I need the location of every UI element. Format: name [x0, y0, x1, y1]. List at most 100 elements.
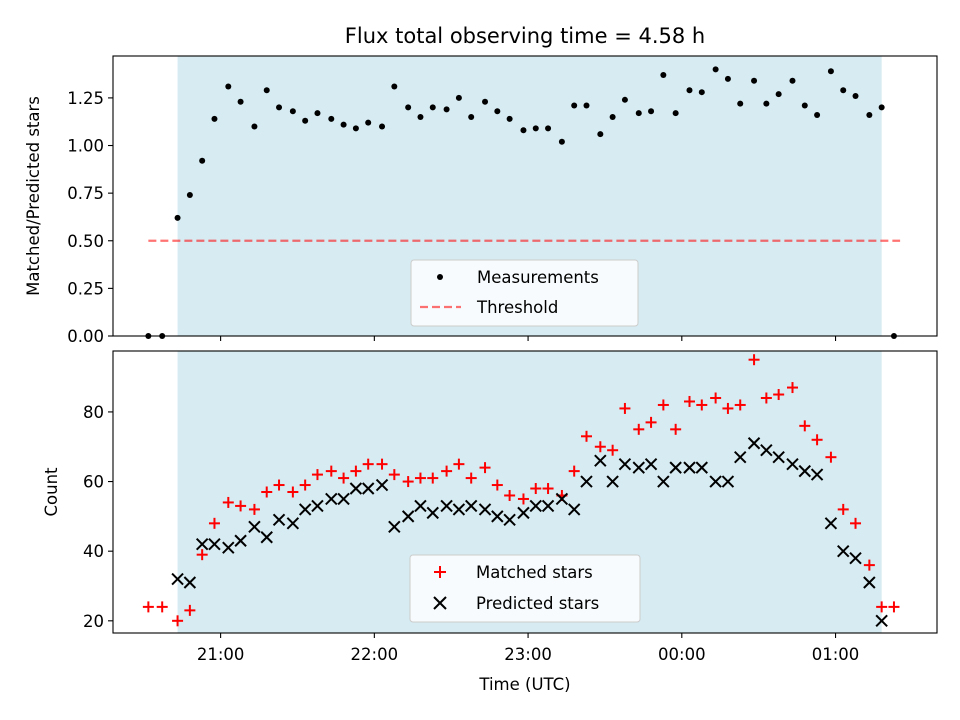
predicted-star-stroke-b [863, 576, 876, 589]
measurement-point [225, 83, 232, 90]
predicted-star-stroke-b [491, 510, 504, 523]
predicted-star-point [837, 544, 850, 558]
matched-star-point [388, 469, 400, 481]
predicted-star-point [594, 454, 607, 467]
matched-star-point [799, 420, 811, 432]
predicted-star-stroke-b [272, 513, 286, 527]
matched-star-point [517, 493, 529, 505]
predicted-star-point [222, 541, 235, 554]
predicted-star-stroke-b [286, 517, 300, 530]
predicted-star-point [375, 478, 389, 492]
predicted-star-point [337, 492, 350, 506]
measurement-point [866, 112, 873, 119]
predicted-star-stroke-b [760, 444, 773, 457]
predicted-star-point [644, 457, 658, 471]
measurement-point [571, 102, 578, 109]
matched-star-point [338, 472, 350, 484]
predicted-star-point [606, 475, 619, 488]
top-y-tick-label: 0.75 [67, 184, 104, 203]
measurement-point [468, 113, 475, 120]
predicted-legend-label: Predicted stars [476, 594, 599, 613]
matched-star-point [568, 465, 580, 477]
predicted-star-stroke-b [837, 544, 850, 558]
predicted-star-stroke-b [683, 461, 696, 474]
predicted-star-stroke-b [452, 503, 466, 516]
measurement-point [751, 77, 758, 84]
matched-star-point [311, 469, 323, 481]
top-panel: 0.00 0.25 0.50 0.75 1.00 1.25 Matched/Predict… [24, 55, 938, 346]
predicted-star-point [849, 551, 862, 565]
predicted-star-stroke-b [337, 492, 350, 506]
measurement-point [174, 214, 181, 221]
predicted-star-point [555, 492, 569, 506]
matched-star-point [748, 354, 760, 366]
measurement-point [379, 123, 386, 130]
predicted-star-stroke-b [517, 506, 530, 520]
measurements-legend-marker [437, 274, 443, 280]
measurement-point [405, 104, 412, 111]
measurement-points [145, 66, 897, 339]
top-y-tick-label: 0.00 [67, 327, 104, 346]
matched-star-point [261, 486, 273, 498]
measurement-point [672, 110, 679, 117]
predicted-star-stroke-b [171, 572, 184, 586]
predicted-star-point [760, 444, 773, 457]
x-tick-label: 00:00 [658, 645, 706, 664]
measurement-point [545, 125, 552, 132]
bottom-y-tick-label: 40 [83, 542, 104, 561]
predicted-star-point [248, 520, 261, 534]
top-legend-box [410, 259, 639, 327]
predicted-star-stroke-b [208, 538, 221, 551]
predicted-star-stroke-b [325, 492, 338, 506]
measurement-point [199, 157, 206, 164]
measurement-point [852, 93, 859, 99]
matched-star-point [479, 462, 491, 474]
measurement-point [276, 104, 283, 111]
bottom-y-tick-label: 20 [83, 612, 104, 631]
measurement-point [506, 115, 513, 122]
matched-star-point [427, 472, 439, 484]
measurement-point [609, 113, 616, 120]
predicted-star-point [632, 461, 645, 474]
predicted-star-point [721, 475, 735, 488]
predicted-star-point [452, 503, 466, 516]
matched-star-point [786, 382, 798, 394]
matched-star-point [607, 444, 619, 456]
measurement-point [597, 131, 604, 138]
matched-star-point [350, 465, 362, 477]
predicted-star-stroke-b [260, 531, 273, 544]
matched-star-point [722, 402, 734, 414]
predicted-star-stroke-b [478, 503, 492, 516]
top-x-ticks [220, 336, 837, 341]
matched-star-point [504, 489, 516, 501]
predicted-star-point [810, 468, 824, 481]
top-y-tick-label: 1.00 [67, 137, 104, 156]
predicted-star-stroke-b [529, 499, 542, 513]
matched-star-point [325, 465, 337, 477]
predicted-star-stroke-b [222, 541, 235, 554]
measurement-point [443, 106, 450, 113]
predicted-star-stroke-b [349, 482, 363, 495]
predicted-star-stroke-b [695, 461, 708, 474]
top-y-tick-label: 0.50 [67, 232, 104, 251]
predicted-star-stroke-b [183, 576, 197, 589]
matched-legend-marker [434, 566, 446, 578]
predicted-star-stroke-b [401, 510, 415, 523]
predicted-star-stroke-b [195, 538, 209, 551]
predicted-star-point [171, 572, 184, 586]
measurement-point [237, 98, 244, 105]
predicted-star-point [875, 614, 888, 628]
predicted-star-point [414, 499, 427, 513]
measurement-point [417, 113, 424, 120]
predicted-star-stroke-b [234, 534, 247, 547]
predicted-star-point [503, 513, 516, 527]
measurement-point [352, 125, 359, 132]
predicted-star-point [478, 503, 492, 516]
predicted-star-point [234, 534, 247, 547]
predicted-star-point [824, 517, 838, 530]
matched-star-point [453, 458, 465, 470]
predicted-star-point [734, 450, 747, 464]
measurement-point [558, 138, 565, 145]
measurement-point [648, 108, 655, 115]
predicted-star-point [657, 475, 670, 488]
